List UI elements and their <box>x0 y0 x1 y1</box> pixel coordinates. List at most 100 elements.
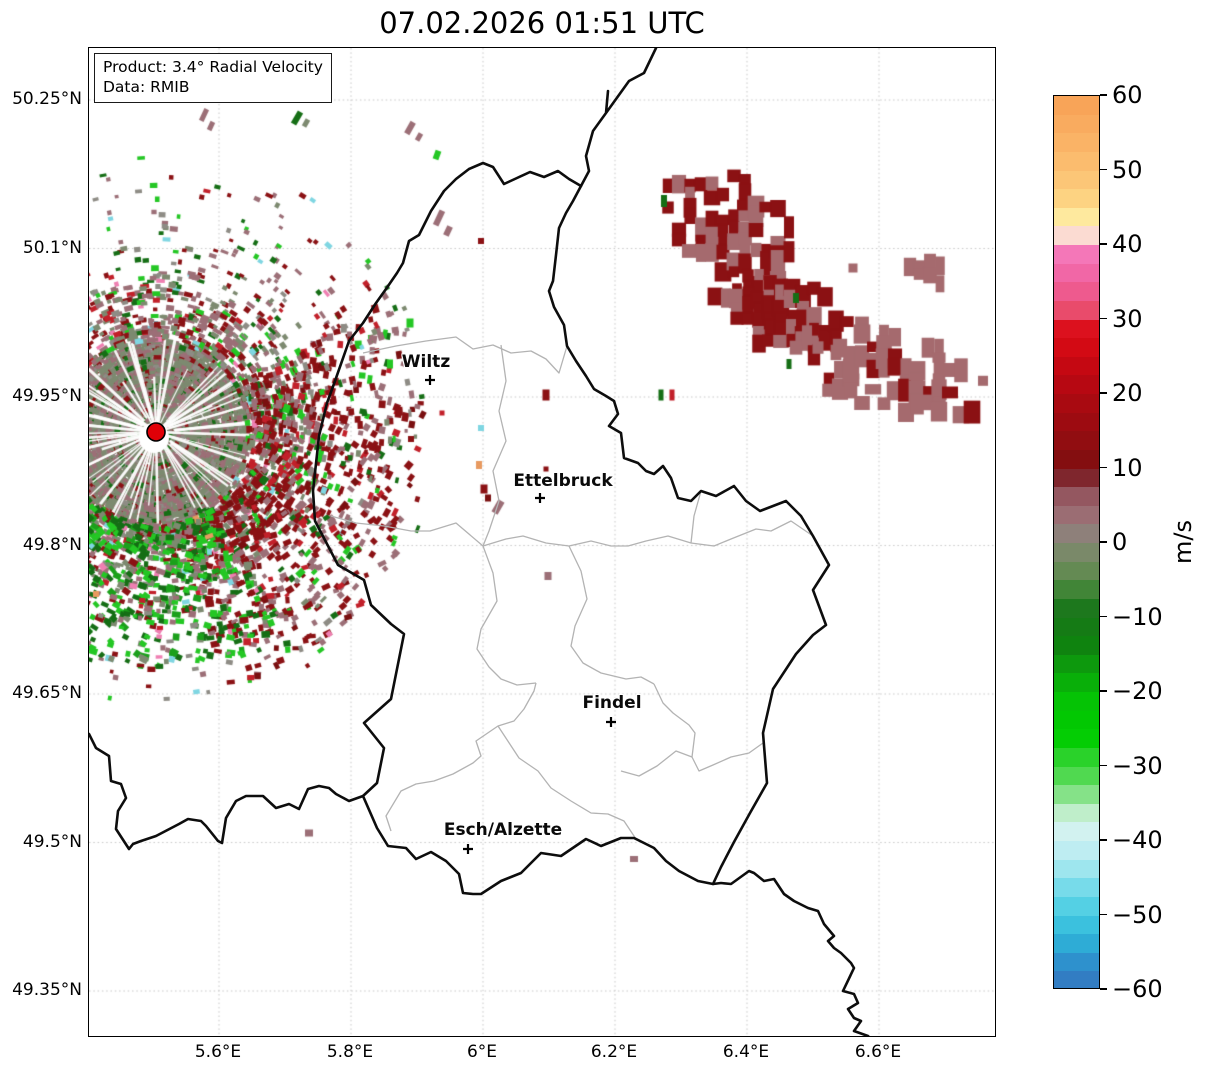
colorbar-band <box>1054 263 1099 283</box>
colorbar-band <box>1054 524 1099 543</box>
colorbar-tick-label-12: −60 <box>1112 975 1163 1003</box>
colorbar-tick-mark <box>1100 764 1107 767</box>
colorbar-band <box>1054 189 1099 208</box>
colorbar-band <box>1054 803 1099 823</box>
colorbar-band <box>1054 114 1099 134</box>
product-info-line1: Product: 3.4° Radial Velocity <box>103 58 323 76</box>
colorbar-tick-mark <box>1100 466 1107 469</box>
colorbar-band <box>1054 561 1099 581</box>
lon-tick-label-5: 6.6°E <box>854 1042 902 1062</box>
product-info-line2: Data: RMIB <box>103 78 190 97</box>
colorbar-band <box>1054 505 1099 525</box>
lat-tick-label-3: 49.8°N <box>22 534 82 555</box>
colorbar-band <box>1054 170 1099 190</box>
colorbar-tick-mark <box>1100 168 1107 171</box>
colorbar-band <box>1054 412 1099 432</box>
colorbar-unit-label: m/s <box>1169 520 1197 564</box>
colorbar-band <box>1054 468 1099 488</box>
colorbar-band <box>1054 952 1099 972</box>
colorbar-band <box>1054 356 1099 376</box>
colorbar-band <box>1054 841 1099 860</box>
colorbar-band <box>1054 96 1099 115</box>
colorbar-band <box>1054 431 1099 450</box>
lat-tick-label-5: 49.5°N <box>22 831 82 852</box>
map-plot-area: Product: 3.4° Radial Velocity Data: RMIB <box>88 47 996 1037</box>
colorbar-tick-label-2: 40 <box>1112 230 1143 258</box>
colorbar-tick-mark <box>1100 839 1107 841</box>
colorbar-band <box>1054 636 1099 655</box>
colorbar-band <box>1054 766 1099 786</box>
lon-tick-label-2: 6°E <box>466 1042 498 1062</box>
lon-tick-label-4: 6.4°E <box>722 1042 770 1062</box>
lat-tick-label-0: 50.25°N <box>12 89 82 109</box>
lat-tick-label-4: 49.65°N <box>12 683 82 703</box>
colorbar-band <box>1054 449 1099 469</box>
colorbar-band <box>1054 375 1099 394</box>
colorbar-tick-mark <box>1100 94 1107 96</box>
city-label-esch-alzette: Esch/Alzette <box>443 820 563 840</box>
colorbar-tick-label-10: −40 <box>1112 826 1163 854</box>
colorbar-band <box>1054 598 1099 618</box>
colorbar-tick-mark <box>1100 243 1107 245</box>
colorbar-tick-label-7: −10 <box>1112 602 1163 631</box>
city-label-wiltz: Wiltz <box>401 352 451 372</box>
colorbar-band <box>1054 487 1099 506</box>
lat-tick-label-2: 49.95°N <box>12 386 82 406</box>
lat-tick-label-6: 49.35°N <box>12 980 82 1000</box>
colorbar-band <box>1054 785 1099 804</box>
colorbar-band <box>1054 654 1099 674</box>
colorbar-tick-mark <box>1100 615 1107 618</box>
colorbar-band <box>1054 747 1099 767</box>
lon-tick-label-0: 5.6°E <box>194 1042 242 1062</box>
colorbar-band <box>1054 822 1099 841</box>
colorbar-band <box>1054 896 1099 916</box>
colorbar-band <box>1054 580 1099 599</box>
colorbar-tick-mark <box>1100 690 1107 692</box>
colorbar-tick-mark <box>1100 988 1107 990</box>
colorbar-band <box>1054 245 1099 264</box>
colorbar-tick-label-8: −20 <box>1112 677 1163 705</box>
lon-tick-label-1: 5.8°E <box>326 1042 374 1062</box>
city-label-findel: Findel <box>582 693 642 713</box>
colorbar-band <box>1054 859 1099 879</box>
colorbar-band <box>1054 543 1099 562</box>
colorbar-tick-label-3: 30 <box>1112 304 1143 333</box>
colorbar-band <box>1054 226 1099 245</box>
colorbar-band <box>1054 319 1099 339</box>
colorbar-tick-label-6: 0 <box>1112 528 1128 556</box>
colorbar-band <box>1054 617 1099 637</box>
colorbar-band <box>1054 710 1099 730</box>
velocity-colorbar <box>1053 95 1100 989</box>
colorbar-band <box>1054 151 1099 171</box>
colorbar-tick-mark <box>1100 913 1107 916</box>
radar-echo-canvas <box>89 48 995 1036</box>
colorbar-tick-label-4: 20 <box>1112 379 1143 407</box>
colorbar-band <box>1054 133 1099 152</box>
colorbar-band <box>1054 300 1099 320</box>
colorbar-tick-mark <box>1100 317 1107 320</box>
colorbar-tick-label-11: −50 <box>1112 900 1163 929</box>
colorbar-band <box>1054 915 1099 935</box>
colorbar-band <box>1054 934 1099 953</box>
colorbar-band <box>1054 394 1099 413</box>
colorbar-tick-mark <box>1100 392 1107 394</box>
colorbar-band <box>1054 338 1099 357</box>
lat-tick-label-1: 50.1°N <box>22 237 82 258</box>
colorbar-band <box>1054 878 1099 897</box>
colorbar-band <box>1054 692 1099 711</box>
colorbar-tick-label-0: 60 <box>1112 81 1143 109</box>
figure-title: 07.02.2026 01:51 UTC <box>379 6 705 40</box>
city-label-ettelbruck: Ettelbruck <box>513 471 613 491</box>
colorbar-band <box>1054 673 1099 692</box>
colorbar-tick-mark <box>1100 541 1107 543</box>
colorbar-band <box>1054 729 1099 748</box>
lon-tick-label-3: 6.2°E <box>590 1042 638 1062</box>
colorbar-tick-label-5: 10 <box>1112 453 1143 482</box>
colorbar-band <box>1054 282 1099 301</box>
colorbar-tick-label-9: −30 <box>1112 751 1163 780</box>
product-info-box: Product: 3.4° Radial Velocity Data: RMIB <box>94 53 332 103</box>
colorbar-tick-label-1: 50 <box>1112 155 1143 184</box>
colorbar-band <box>1054 971 1099 988</box>
colorbar-band <box>1054 207 1099 227</box>
